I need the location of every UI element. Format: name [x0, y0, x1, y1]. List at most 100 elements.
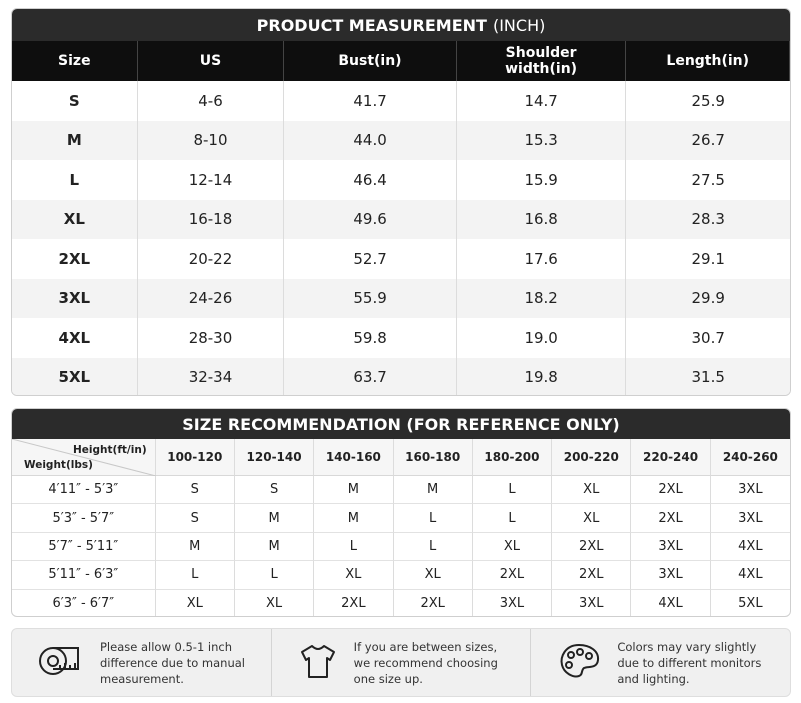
table-cell: 16.8: [457, 199, 627, 239]
table-row: 5XL 32-34 63.7 19.8 31.5: [12, 357, 790, 395]
table-cell: 2XL: [12, 239, 138, 279]
table-cell: S: [155, 504, 235, 533]
row-label: 5′11″ - 6′3″: [12, 561, 156, 590]
table-cell: 15.3: [457, 120, 627, 160]
table-cell: 29.1: [691, 249, 725, 268]
table-cell: 2XL: [631, 504, 711, 533]
title-unit: (INCH): [492, 15, 546, 35]
note: Colors may vary slightly due to different…: [531, 629, 790, 696]
table-cell: 24-26: [138, 278, 285, 318]
table-cell: L: [393, 504, 473, 533]
table-cell: S: [234, 476, 315, 505]
table-cell: 3XL: [631, 561, 711, 590]
table-cell: 4XL: [710, 533, 790, 562]
table-cell: L: [12, 160, 138, 200]
table-cell: 8-10: [138, 120, 285, 160]
table-cell: XL: [156, 589, 235, 616]
table-cell: 29.9: [691, 289, 725, 308]
table-row: XL 16-18 49.6 16.8 28.3: [12, 199, 790, 239]
note-icon: [38, 641, 84, 685]
table-cell: 4XL: [12, 318, 138, 358]
table-cell: 32-34: [138, 357, 285, 395]
diagonal: [12, 439, 156, 476]
row-label: 5′7″ - 5′11″: [12, 532, 156, 562]
note-line: If you are between sizes,: [353, 639, 498, 654]
table-cell: 5XL: [12, 357, 138, 395]
table-cell: 55.9: [284, 278, 457, 318]
header-cell: Bust(in): [284, 41, 457, 81]
header-cell: 120-140: [234, 439, 315, 476]
table-row: M 8-10 44.0 15.3 26.7: [12, 120, 790, 160]
table-row: 2XL 20-22 52.7 17.6 29.1: [12, 239, 790, 279]
header-row: Height(ft/in) Weight(lbs) 100-120 120-140 14…: [12, 439, 790, 476]
table-cell: 3XL: [12, 278, 138, 318]
header-cell: 140-160: [314, 439, 394, 476]
header-row: Size US Bust(in) Shoulder width(in) Length(i…: [12, 41, 790, 81]
table-body: S 4-6 41.7 14.7 25.9 M 8-10 44.0 15.3 26.7 L 12-14 4…: [12, 81, 790, 395]
table-body: 4′11″ - 5′3″ S S M M L XL 2XL 3XL 5′3″ - 5′7″ S M M L…: [12, 476, 790, 616]
note-text: If you are between sizes, we recommend ch…: [354, 639, 498, 687]
table-cell: 2XL: [552, 532, 632, 562]
note-line: one size up.: [353, 671, 423, 686]
table-cell: 12-14: [138, 160, 285, 200]
table-cell: 31.5: [691, 368, 725, 387]
table-cell: 41.7: [284, 81, 457, 121]
table-cell: S: [155, 476, 235, 505]
note-line: we recommend choosing: [353, 655, 498, 670]
table-cell: L: [234, 561, 315, 590]
measurement-table: PRODUCT MEASUREMENT (INCH) Size US Bust(in…: [11, 8, 791, 396]
table-cell: 15.9: [457, 160, 627, 200]
weight-label: Weight(lbs): [24, 459, 93, 471]
header-cell: 100-120: [155, 439, 235, 476]
table-cell: 19.8: [457, 357, 627, 395]
title: PRODUCT MEASUREMENT: [256, 15, 487, 35]
row-label: 4′11″ - 5′3″: [12, 476, 156, 505]
table-row: 3XL 24-26 55.9 18.2 29.9: [12, 278, 790, 318]
table-cell: 5XL: [711, 590, 790, 616]
notes-bar: Please allow 0.5-1 inch difference due to…: [11, 628, 791, 697]
table-cell: 20-22: [138, 239, 285, 279]
note-text: Colors may vary slightly due to different…: [617, 639, 761, 687]
title: SIZE RECOMMENDATION (FOR REFERENCE ONLY): [182, 414, 620, 434]
header-cell: 240-260: [710, 439, 790, 476]
table-cell: 59.8: [284, 318, 457, 358]
table-cell: 4XL: [631, 589, 711, 616]
table-cell: 4XL: [710, 561, 790, 590]
table-cell: M: [393, 476, 473, 505]
note-line: Please allow 0.5-1 inch: [100, 639, 233, 654]
table-cell: 46.4: [284, 160, 457, 200]
table-cell: M: [234, 532, 315, 562]
table-cell: M: [155, 532, 235, 562]
table-title: PRODUCT MEASUREMENT (INCH): [12, 9, 790, 41]
note-line: difference due to manual: [100, 655, 245, 670]
table-cell: L: [393, 532, 473, 562]
table-cell: L: [314, 532, 394, 562]
table-cell: XL: [552, 504, 632, 533]
header-cell: 220-240: [631, 439, 711, 476]
recommendation-table: SIZE RECOMMENDATION (FOR REFERENCE ONLY)…: [11, 408, 791, 617]
table-title: SIZE RECOMMENDATION (FOR REFERENCE ONLY): [12, 409, 790, 439]
table-cell: 2XL: [472, 561, 553, 590]
table-cell: 63.7: [284, 357, 457, 395]
header-cell: 160-180: [393, 439, 473, 476]
table-cell: 2XL: [631, 476, 711, 505]
header-cell: 180-200: [472, 439, 553, 476]
table-cell: 25.9: [691, 91, 725, 110]
table-cell: XL: [472, 532, 553, 562]
corner-cell: Height(ft/in) Weight(lbs): [12, 439, 156, 476]
row-label: 5′3″ - 5′7″: [12, 504, 156, 533]
note-text: Please allow 0.5-1 inch difference due to…: [100, 639, 245, 687]
height-label: Height(ft/in): [73, 444, 147, 456]
table-cell: M: [234, 504, 315, 533]
table-row: S 4-6 41.7 14.7 25.9: [12, 81, 790, 121]
table-cell: 3XL: [631, 532, 711, 562]
row-label: 6′3″ - 6′7″: [12, 589, 156, 616]
table-cell: 28-30: [138, 318, 285, 358]
table-cell: XL: [393, 561, 473, 590]
table-cell: 14.7: [457, 81, 627, 121]
table-cell: 30.7: [691, 328, 725, 347]
header-cell: US: [137, 41, 285, 81]
table-cell: 16-18: [138, 199, 285, 239]
table-cell: 28.3: [691, 210, 725, 229]
